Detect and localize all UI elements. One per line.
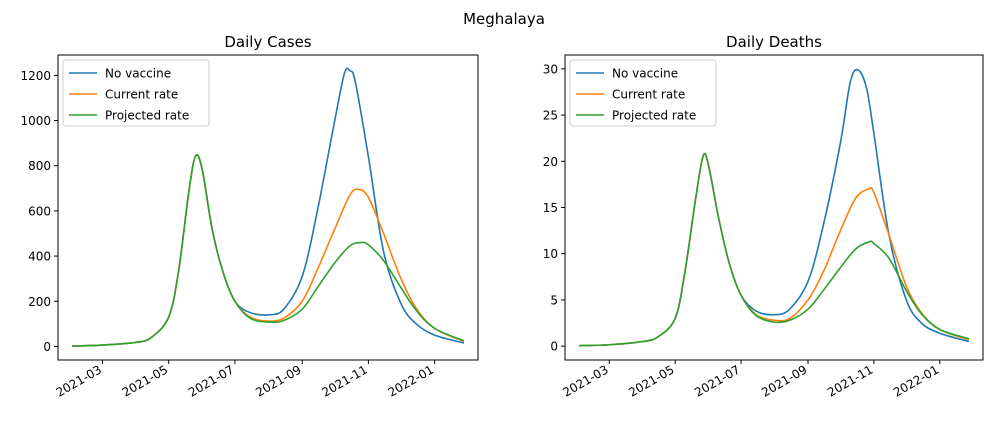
- daily-cases-panel: Daily Cases 0 200 400 600 800 1000 1200 2021-03 2…: [20, 33, 479, 400]
- legend-box: [569, 59, 717, 127]
- series-line-projected-rate: [72, 154, 465, 347]
- series-line-current-rate: [579, 152, 970, 347]
- figure-title: Meghalaya: [463, 10, 545, 28]
- series-line-projected-rate: [579, 152, 970, 347]
- y-tick-label: 0: [550, 340, 558, 354]
- legend: No vaccine Current rate Projected rate: [569, 59, 717, 127]
- x-tick-label: 2021-05: [120, 362, 170, 399]
- series-line-current-rate: [72, 154, 465, 347]
- x-tick-label: 2022-01: [386, 362, 436, 399]
- x-tick-label: 2021-11: [825, 362, 875, 399]
- legend-label: Projected rate: [105, 109, 189, 123]
- chart-title: Daily Cases: [224, 33, 311, 51]
- axes-frame: [57, 54, 479, 361]
- legend-label: No vaccine: [612, 67, 678, 81]
- y-tick-label: 200: [28, 295, 51, 309]
- x-tick-label: 2021-07: [692, 362, 742, 399]
- chart-title: Daily Deaths: [726, 33, 822, 51]
- y-tick-label: 30: [543, 62, 558, 76]
- x-tick-label: 2021-05: [626, 362, 676, 399]
- legend-label: Projected rate: [612, 109, 696, 123]
- daily-deaths-panel: Daily Deaths 0 5 10 15 20 25 30 2021-03 2021-05 20…: [543, 33, 984, 400]
- legend-label: No vaccine: [105, 67, 171, 81]
- x-tick-label: 2021-07: [186, 362, 236, 399]
- x-tick-label: 2021-03: [560, 362, 610, 399]
- legend-box: [62, 59, 210, 127]
- y-tick-label: 1000: [20, 114, 51, 128]
- y-tick-label: 5: [550, 293, 558, 307]
- y-tick-label: 1200: [20, 69, 51, 83]
- legend-label: Current rate: [105, 88, 178, 102]
- x-tick-label: 2022-01: [891, 362, 941, 399]
- x-tick-label: 2021-11: [319, 362, 369, 399]
- y-tick-label: 800: [28, 159, 51, 173]
- series-group: [579, 68, 970, 347]
- y-tick-label: 25: [543, 109, 558, 123]
- y-tick-label: 0: [43, 340, 51, 354]
- y-tick-label: 400: [28, 250, 51, 264]
- legend-label: Current rate: [612, 88, 685, 102]
- y-tick-label: 10: [543, 247, 558, 261]
- y-tick-label: 20: [543, 155, 558, 169]
- x-tick-label: 2021-09: [253, 362, 303, 399]
- x-tick-label: 2021-03: [54, 362, 104, 399]
- y-tick-label: 15: [543, 201, 558, 215]
- x-tick-label: 2021-09: [759, 362, 809, 399]
- series-group: [72, 67, 465, 347]
- y-tick-label: 600: [28, 204, 51, 218]
- legend: No vaccine Current rate Projected rate: [62, 59, 210, 127]
